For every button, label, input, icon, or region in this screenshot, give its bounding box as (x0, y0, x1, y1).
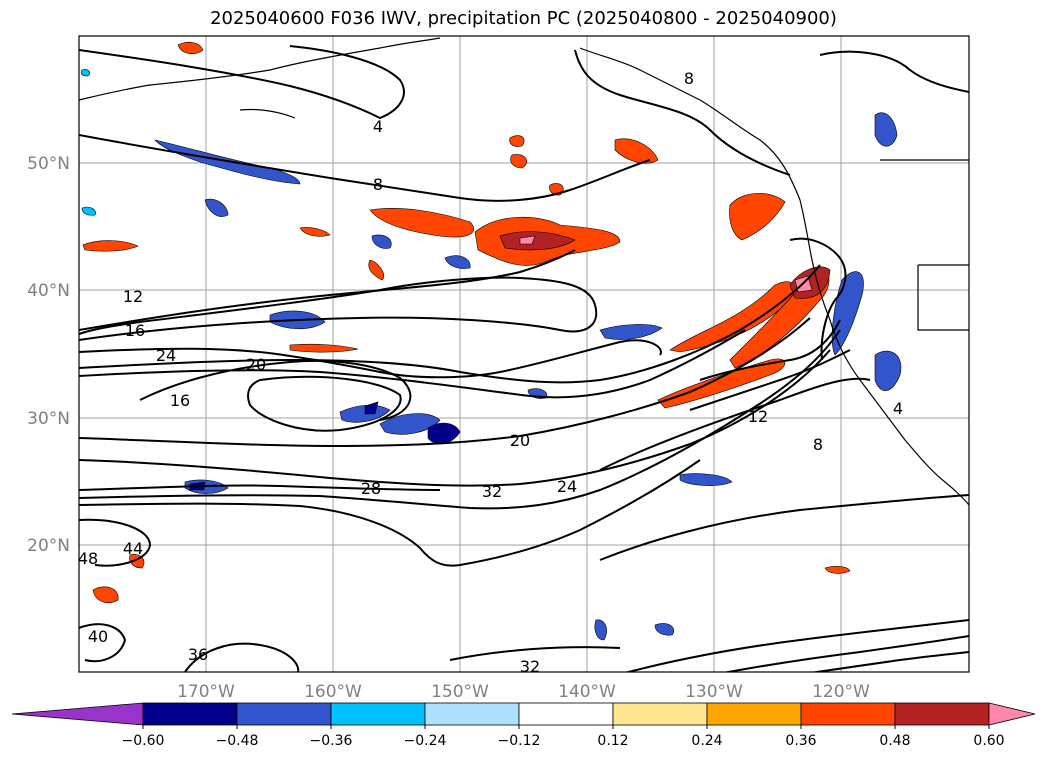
colorbar-segment (236, 702, 332, 726)
contour-label: 40 (88, 627, 108, 646)
iwv-contours (79, 45, 969, 672)
colorbar-segment (142, 702, 238, 726)
contour-32b (449, 646, 621, 661)
contour-12c (689, 349, 851, 411)
lon-label-150w: 150°W (431, 682, 489, 702)
contour-16b (139, 359, 412, 421)
contour-labels: 4 8 12 16 20 24 28 32 36 40 44 48 8 12 1… (78, 69, 903, 676)
longitude-labels: 170°W 160°W 150°W 140°W 130°W 120°W (177, 682, 870, 702)
contour-8c (599, 377, 871, 471)
colorbar-tick-label: 0.36 (785, 733, 816, 749)
colorbar-tick-label: −0.60 (122, 733, 165, 749)
lon-label-130w: 130°W (685, 682, 743, 702)
lon-label-160w: 160°W (304, 682, 362, 702)
contour-label: 16 (170, 391, 190, 410)
map-frame (78, 35, 970, 673)
colorbar (11, 702, 1036, 726)
contour-48 (809, 651, 969, 672)
contour-20b (79, 264, 821, 384)
contour-8 (79, 134, 651, 202)
colorbar-tick-label: 0.12 (597, 733, 628, 749)
contour-40c (624, 619, 969, 672)
colorbar-tick-label: 0.48 (879, 733, 910, 749)
lon-label-120w: 120°W (812, 682, 870, 702)
contour-label: 32 (520, 657, 540, 676)
latitude-labels: 20°N 30°N 40°N 50°N (27, 154, 70, 556)
contour-36 (184, 642, 300, 672)
contour-label: 20 (510, 431, 530, 450)
positive-precip-anomaly (82, 41, 851, 603)
contour-label: 4 (373, 117, 383, 136)
contour-label: 12 (748, 407, 768, 426)
colorbar-segment (894, 702, 990, 726)
contour-16 (79, 276, 598, 341)
contour-12b (789, 237, 847, 361)
lat-label-50n: 50°N (27, 154, 70, 174)
contour-24b (79, 349, 831, 487)
contour-label: 32 (482, 482, 502, 501)
lat-label-40n: 40°N (27, 281, 70, 301)
contour-label: 48 (78, 549, 98, 568)
colorbar-extend-high (988, 702, 1036, 726)
colorbar-extend-low (11, 702, 144, 726)
colorbar-segment (612, 702, 708, 726)
contour-label: 16 (125, 321, 145, 340)
colorbar-segment (330, 702, 426, 726)
contour-label: 12 (123, 287, 143, 306)
colorbar-tick-label: 0.60 (973, 733, 1004, 749)
colorbar-ticks: −0.60 −0.48 −0.36 −0.24 −0.12 0.12 0.24 0.36 0.4… (122, 725, 1005, 749)
contour-label: 8 (813, 435, 823, 454)
colorbar-tick-label: −0.24 (404, 733, 447, 749)
contour-label: 8 (684, 69, 694, 88)
contour-40b (79, 623, 127, 663)
contour-label: 28 (361, 479, 381, 498)
lon-label-170w: 170°W (177, 682, 235, 702)
contour-label: 24 (557, 477, 577, 496)
colorbar-segment (518, 702, 614, 726)
contour-24 (79, 329, 746, 399)
contour-24d (699, 319, 841, 381)
contour-20c (79, 317, 811, 448)
contour-40 (79, 518, 152, 567)
contour-16d (819, 50, 969, 93)
contour-28 (79, 484, 441, 491)
colorbar-tick-label: 0.24 (691, 733, 722, 749)
lat-label-30n: 30°N (27, 409, 70, 429)
lat-label-20n: 20°N (27, 536, 70, 556)
contour-16c (247, 375, 402, 432)
lon-label-140w: 140°W (558, 682, 616, 702)
colorbar-segment (706, 702, 802, 726)
contour-label: 44 (123, 539, 143, 558)
contour-4 (79, 45, 405, 120)
contour-label: 24 (156, 346, 176, 365)
contour-label: 8 (373, 175, 383, 194)
colorbar-tick-label: −0.36 (310, 733, 353, 749)
colorbar-tick-label: −0.12 (498, 733, 541, 749)
contour-24c (79, 459, 701, 567)
contour-label: 36 (188, 645, 208, 664)
contour-8b (574, 49, 791, 176)
contour-20 (79, 339, 662, 379)
colorbar-segment (424, 702, 520, 726)
contour-8d (599, 494, 969, 561)
colorbar-segment (800, 702, 896, 726)
contour-label: 20 (246, 355, 266, 374)
contour-44 (722, 635, 969, 672)
colorbar-tick-label: −0.48 (216, 733, 259, 749)
coastline (79, 37, 969, 506)
contour-label: 4 (893, 399, 903, 418)
map-title: 2025040600 F036 IWV, precipitation PC (2… (210, 8, 837, 29)
